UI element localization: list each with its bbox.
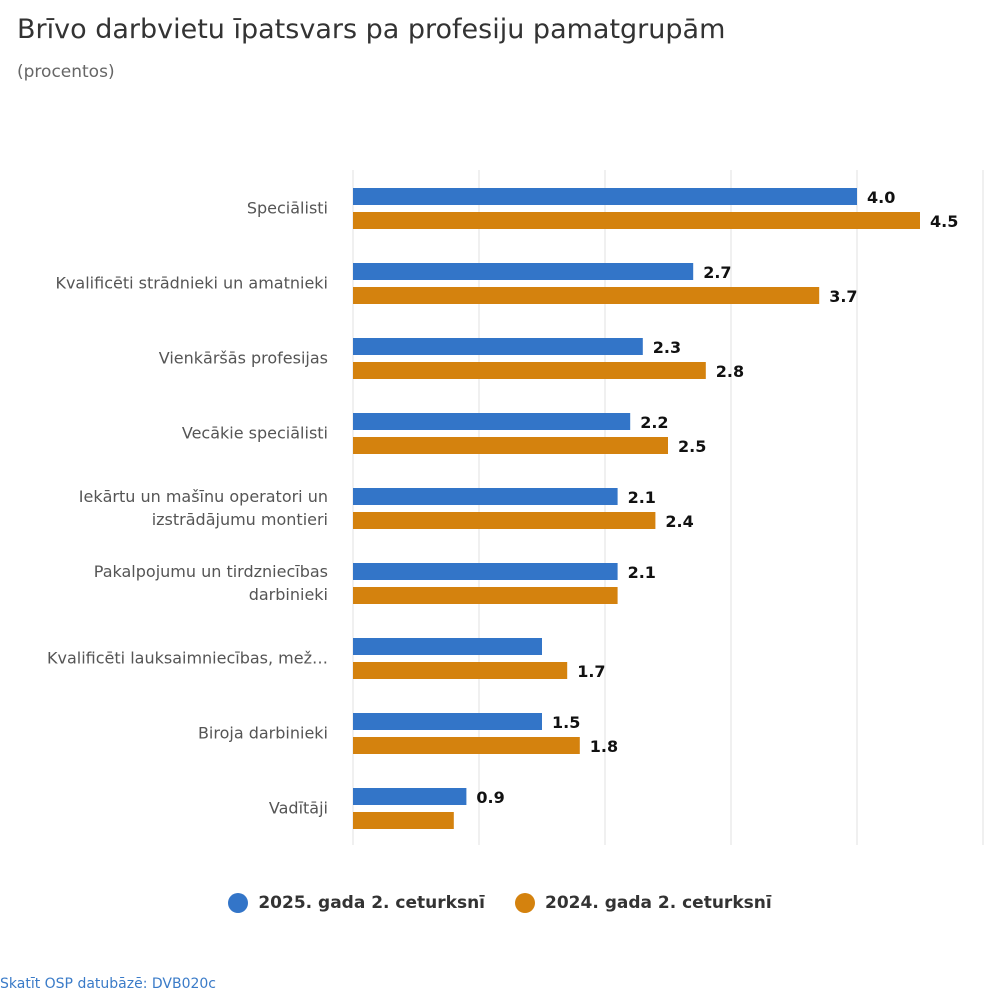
bar-2024 xyxy=(353,737,580,754)
bar-2025 xyxy=(353,563,618,580)
category-label: Kvalificēti strādnieki un amatnieki xyxy=(55,274,328,293)
bar-2025 xyxy=(353,713,542,730)
chart-subtitle: (procentos) xyxy=(17,62,115,82)
data-label: 2.8 xyxy=(716,362,744,381)
bar-2024 xyxy=(353,512,656,529)
bar-2025 xyxy=(353,188,857,205)
category-label: Speciālisti xyxy=(247,199,328,218)
data-label: 2.1 xyxy=(628,563,656,582)
data-label: 3.7 xyxy=(829,287,857,306)
bar-2024 xyxy=(353,362,706,379)
legend-item-2025[interactable]: 2025. gada 2. ceturksnī xyxy=(228,893,485,913)
data-label: 1.5 xyxy=(552,713,580,732)
category-label: Vienkāršās profesijas xyxy=(159,349,328,368)
category-label: Iekārtu un mašīnu operatori un izstrādāju… xyxy=(79,487,328,529)
bar-2024 xyxy=(353,287,820,304)
bar-2025 xyxy=(353,788,467,805)
data-label: 2.3 xyxy=(653,338,681,357)
data-label: 2.5 xyxy=(678,437,706,456)
bar-2024 xyxy=(353,587,618,604)
bar-2025 xyxy=(353,338,643,355)
data-label: 0.9 xyxy=(476,788,504,807)
data-label: 2.2 xyxy=(640,413,668,432)
legend-item-2024[interactable]: 2024. gada 2. ceturksnī xyxy=(515,893,772,913)
bar-2025 xyxy=(353,413,631,430)
bar-2024 xyxy=(353,212,920,229)
bar-2024 xyxy=(353,437,668,454)
legend-marker-2025 xyxy=(228,893,249,913)
chart-title: Brīvo darbvietu īpatsvars pa profesiju p… xyxy=(17,14,726,45)
data-label: 2.1 xyxy=(628,488,656,507)
data-label: 4.0 xyxy=(867,188,895,207)
category-label: Pakalpojumu un tirdzniecības darbinieki xyxy=(94,562,328,604)
source-link[interactable]: Skatīt OSP datubāzē: DVB020c xyxy=(0,976,217,992)
bar-2024 xyxy=(353,812,454,829)
legend-marker-2024 xyxy=(515,893,535,913)
category-label: Kvalificēti lauksaimniecības, mež… xyxy=(47,649,328,668)
data-label: 4.5 xyxy=(930,212,958,231)
data-label: 1.8 xyxy=(590,737,618,756)
data-label: 2.4 xyxy=(665,512,693,531)
bar-2025 xyxy=(353,638,542,655)
category-label: Vadītāji xyxy=(269,799,328,818)
bar-chart: Speciālisti 4.0 4.5 Kvalificēti strādnieki … xyxy=(47,170,984,845)
bar-2025 xyxy=(353,263,694,280)
legend-label-2024: 2024. gada 2. ceturksnī xyxy=(545,893,772,913)
data-label: 1.7 xyxy=(577,662,605,681)
legend: 2025. gada 2. ceturksnī 2024. gada 2. ce… xyxy=(0,893,1000,913)
bar-2024 xyxy=(353,662,568,679)
bar-2025 xyxy=(353,488,618,505)
category-label: Vecākie speciālisti xyxy=(182,424,328,443)
category-label: Biroja darbinieki xyxy=(198,724,328,743)
legend-label-2025: 2025. gada 2. ceturksnī xyxy=(258,893,485,913)
data-label: 2.7 xyxy=(703,263,731,282)
